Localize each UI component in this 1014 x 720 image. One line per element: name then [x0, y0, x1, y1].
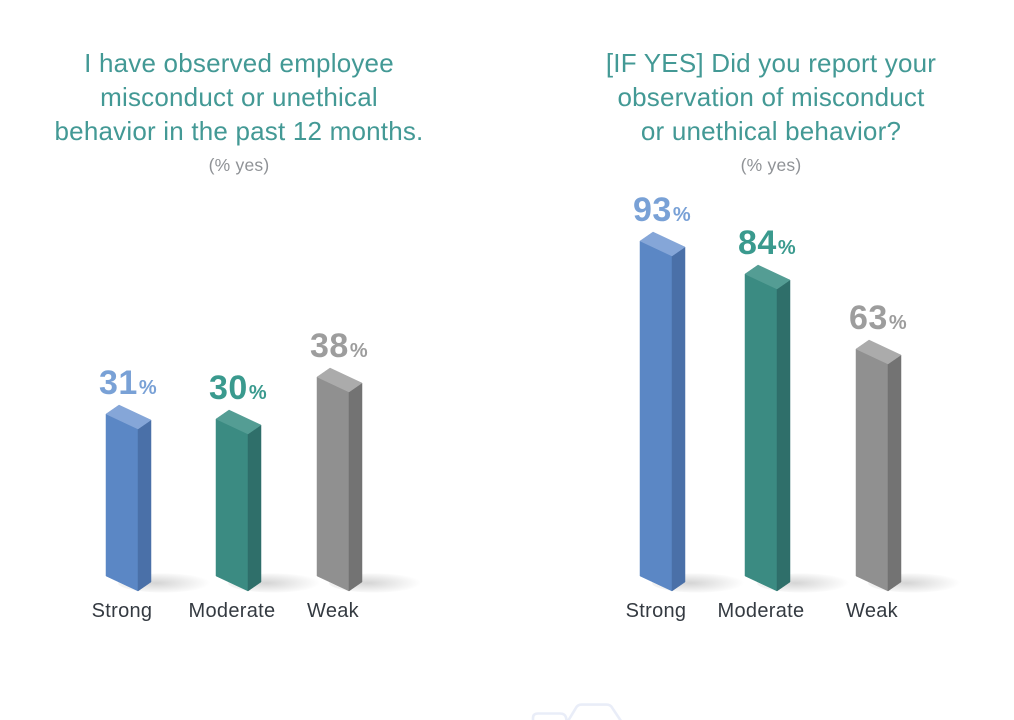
- bar-category-label: Strong: [626, 600, 687, 622]
- bar-strong-front-face: [105, 413, 139, 592]
- chart-subtitle: (% yes): [740, 155, 802, 175]
- bar-moderate-top-face: [744, 264, 791, 290]
- bar-strong-top-face: [639, 231, 686, 257]
- bar-moderate-side-face: [776, 279, 791, 592]
- bar-value-label: 31%: [99, 364, 157, 402]
- bar-category-label: Weak: [846, 600, 899, 622]
- bar-weak-front-face: [855, 348, 889, 592]
- bar-value-label: 30%: [209, 369, 267, 407]
- bar-weak-side-face: [887, 354, 902, 592]
- bar-strong-top-face: [105, 404, 152, 430]
- chart-panel-reported: [IF YES] Did you report your observation…: [561, 46, 981, 622]
- chart-subtitle: (% yes): [208, 155, 270, 175]
- bar-category-label: Moderate: [189, 600, 276, 622]
- chart-title: I have observed employee misconduct or u…: [54, 48, 424, 146]
- bar-category-label: Weak: [307, 600, 360, 622]
- bar-moderate-front-face: [744, 273, 778, 592]
- bar-chart-canvas: 93% Strong 84% Moderate 63% Weak: [626, 191, 960, 622]
- decoration-outline-path: [531, 712, 568, 720]
- bar-weak-top-face: [316, 367, 363, 393]
- chart-panel-observed: I have observed employee misconduct or u…: [29, 46, 449, 622]
- bar-value-label: 38%: [310, 327, 368, 365]
- bar-value-label: 84%: [738, 224, 796, 262]
- bar-weak-top-face: [855, 339, 902, 365]
- bar-strong-side-face: [671, 246, 686, 592]
- bar-moderate-side-face: [247, 424, 262, 592]
- bar-value-label: 93%: [633, 191, 691, 229]
- bar-chart-canvas: 31% Strong 30% Moderate 38% Weak: [92, 327, 421, 622]
- chart-title: [IF YES] Did you report your observation…: [605, 48, 937, 146]
- bar-value-label: 63%: [849, 299, 907, 337]
- logo-outline-decoration-icon: [531, 703, 622, 720]
- bar-weak-front-face: [316, 376, 350, 592]
- bar-moderate-top-face: [215, 409, 262, 435]
- bar-strong-front-face: [639, 240, 673, 592]
- bar-moderate-front-face: [215, 418, 249, 592]
- decoration-outline-path: [567, 703, 622, 720]
- bar-strong-side-face: [137, 419, 152, 592]
- bar-category-label: Strong: [92, 600, 153, 622]
- bar-weak-side-face: [348, 382, 363, 592]
- bar-category-label: Moderate: [718, 600, 805, 622]
